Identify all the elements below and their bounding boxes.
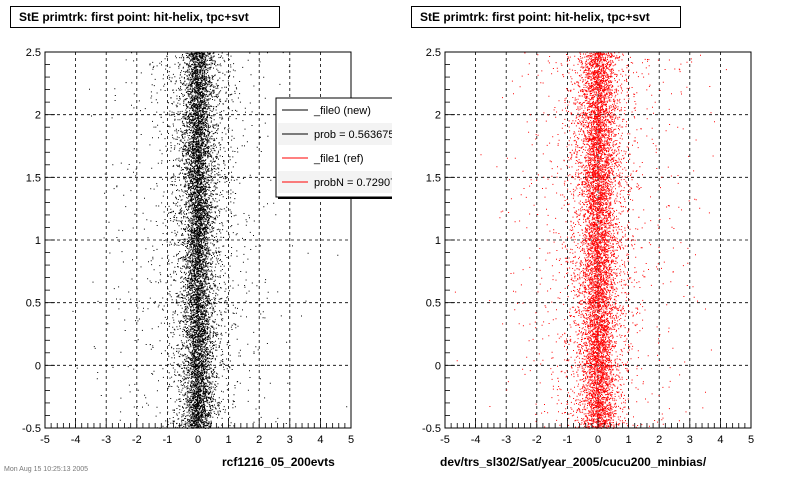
x-tick-label: -1 — [563, 434, 573, 446]
footnote: Mon Aug 15 10:25:13 2005 — [4, 466, 89, 473]
x-tick-label: 4 — [717, 434, 723, 446]
y-tick-label: 0 — [435, 360, 441, 372]
scatter-series-0 — [72, 52, 348, 429]
y-axis: -0.5 0 0.5 1 1.5 2 2.5 — [422, 47, 455, 435]
y-tick-label: 0.5 — [26, 298, 41, 310]
legend: _file0 (new) prob = 0.563675 _file1 (ref) p… — [275, 97, 402, 199]
x-tick-label: 1 — [626, 434, 632, 446]
right-x-axis-label: dev/trs_sl302/Sat/year_2005/cucu200_minb… — [440, 455, 707, 469]
y-tick-label: 0 — [35, 360, 41, 372]
y-tick-label: 1.5 — [426, 172, 441, 184]
x-tick-label: -4 — [471, 434, 481, 446]
x-tick-label: -4 — [71, 434, 81, 446]
y-tick-label: 1 — [35, 235, 41, 247]
chart-left: -5 -4 -3 -2 -1 0 1 2 3 4 5 -0.5 0 0.5 1 1.5 2 2.5 _file0 (… — [22, 47, 402, 446]
left-x-axis-label: rcf1216_05_200evts — [222, 455, 335, 469]
y-axis: -0.5 0 0.5 1 1.5 2 2.5 — [22, 47, 55, 435]
left-chart-title: StE primtrk: first point: hit-helix, tpc… — [10, 6, 280, 28]
x-tick-label: 0 — [195, 434, 201, 446]
x-tick-label: 2 — [256, 434, 262, 446]
x-tick-label: 2 — [656, 434, 662, 446]
y-tick-label: 1.5 — [26, 172, 41, 184]
chart-right: -5 -4 -3 -2 -1 0 1 2 3 4 5 -0.5 0 0.5 1 1.5 2 2.5 — [422, 47, 754, 446]
legend-row-bg — [278, 171, 392, 193]
x-tick-label: 5 — [348, 434, 354, 446]
y-tick-label: -0.5 — [422, 423, 441, 435]
y-tick-label: 1 — [435, 235, 441, 247]
y-tick-label: 2.5 — [426, 47, 441, 59]
y-tick-label: -0.5 — [22, 423, 41, 435]
x-tick-label: 3 — [687, 434, 693, 446]
y-tick-label: 0.5 — [426, 298, 441, 310]
x-axis: -5 -4 -3 -2 -1 0 1 2 3 4 5 — [40, 418, 354, 446]
legend-row-bg — [278, 123, 392, 145]
x-tick-label: -5 — [40, 434, 50, 446]
x-tick-label: -1 — [163, 434, 173, 446]
legend-label: _file0 (new) — [313, 105, 371, 117]
y-tick-label: 2.5 — [26, 47, 41, 59]
x-tick-label: 1 — [226, 434, 232, 446]
x-axis: -5 -4 -3 -2 -1 0 1 2 3 4 5 — [440, 418, 754, 446]
y-tick-label: 2 — [435, 110, 441, 122]
x-tick-label: -3 — [501, 434, 511, 446]
x-tick-label: -2 — [532, 434, 542, 446]
x-tick-label: 0 — [595, 434, 601, 446]
x-tick-label: -3 — [101, 434, 111, 446]
x-tick-label: 5 — [748, 434, 754, 446]
scatter-series-0 — [454, 52, 727, 429]
right-chart-title: StE primtrk: first point: hit-helix, tpc… — [411, 6, 681, 28]
legend-label: probN = 0.729077 — [314, 177, 402, 189]
legend-label: _file1 (ref) — [313, 153, 364, 165]
x-tick-label: -2 — [132, 434, 142, 446]
y-tick-label: 2 — [35, 110, 41, 122]
x-tick-label: 4 — [317, 434, 323, 446]
x-tick-label: 3 — [287, 434, 293, 446]
x-tick-label: -5 — [440, 434, 450, 446]
legend-label: prob = 0.563675 — [314, 129, 394, 141]
